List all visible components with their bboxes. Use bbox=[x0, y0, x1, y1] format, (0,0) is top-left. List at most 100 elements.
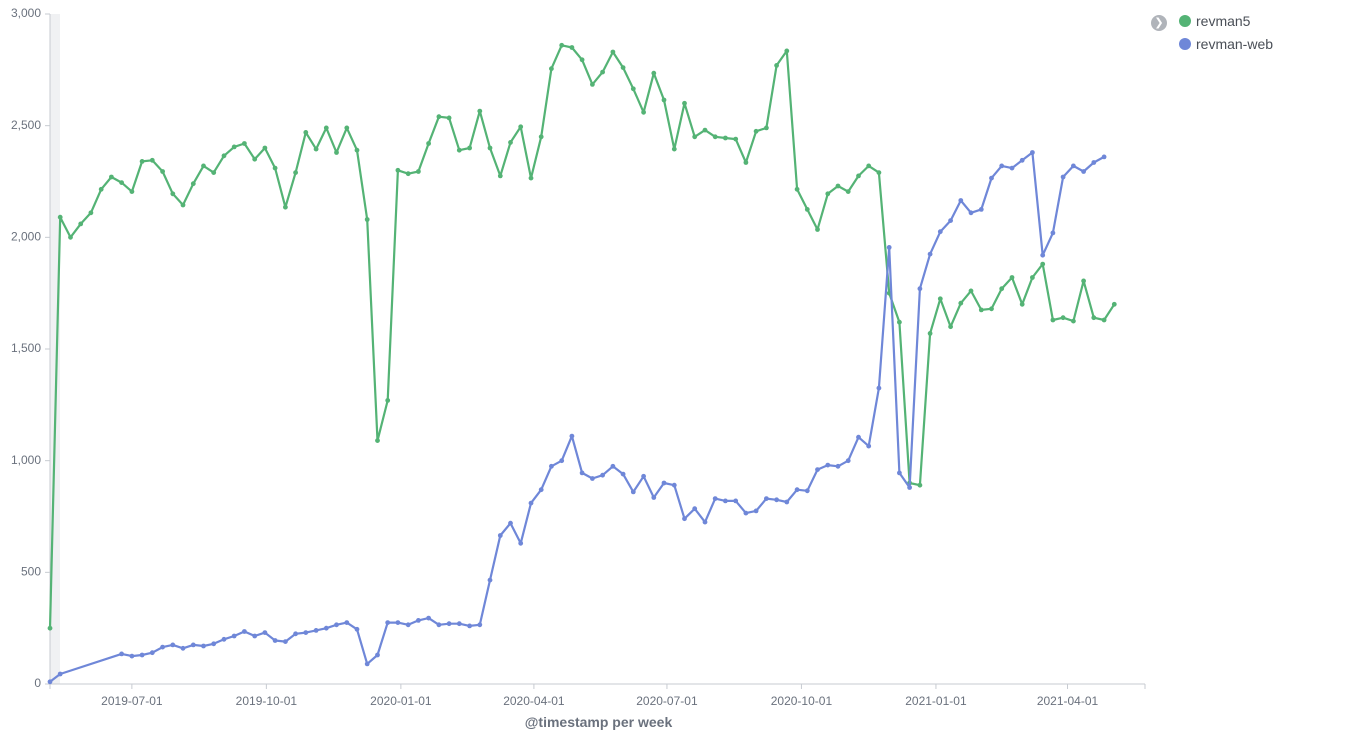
data-point-revman-web bbox=[446, 621, 452, 627]
data-point-revman-web bbox=[405, 622, 411, 628]
data-point-revman5 bbox=[211, 170, 217, 176]
y-tick-label: 0 bbox=[34, 676, 41, 690]
data-point-revman5 bbox=[845, 189, 851, 195]
data-point-revman-web bbox=[876, 385, 882, 391]
data-point-revman5 bbox=[1111, 301, 1117, 307]
legend-item-revman-web[interactable]: revman-web bbox=[1179, 35, 1273, 55]
data-point-revman5 bbox=[57, 214, 63, 220]
data-point-revman5 bbox=[68, 234, 73, 240]
data-point-revman5 bbox=[109, 174, 114, 180]
data-point-revman5 bbox=[692, 134, 698, 140]
data-point-revman5 bbox=[989, 306, 994, 312]
legend-dot-revman5 bbox=[1179, 14, 1191, 27]
data-point-revman-web bbox=[170, 642, 176, 648]
data-point-revman5 bbox=[876, 170, 882, 176]
data-point-revman5 bbox=[1040, 261, 1046, 267]
data-point-revman-web bbox=[242, 629, 247, 634]
data-point-revman-web bbox=[293, 631, 298, 637]
data-point-revman5 bbox=[794, 186, 800, 192]
x-tick-label: 2020-07-01 bbox=[636, 694, 698, 708]
y-tick-label: 500 bbox=[21, 565, 41, 579]
legend-label: revman5 bbox=[1196, 12, 1251, 29]
data-point-revman5 bbox=[180, 202, 186, 208]
data-point-revman5 bbox=[866, 163, 872, 169]
data-point-revman5 bbox=[569, 45, 575, 50]
data-point-revman5 bbox=[149, 157, 155, 163]
data-point-revman5 bbox=[723, 135, 728, 141]
data-point-revman-web bbox=[1091, 160, 1097, 165]
data-point-revman5 bbox=[405, 171, 411, 177]
data-point-revman5 bbox=[733, 136, 739, 142]
data-point-revman-web bbox=[651, 495, 657, 500]
data-point-revman-web bbox=[733, 498, 739, 504]
data-point-revman-web bbox=[774, 497, 779, 503]
data-point-revman5 bbox=[426, 141, 431, 146]
y-tick-label: 1,000 bbox=[11, 453, 41, 467]
data-point-revman5 bbox=[590, 82, 595, 87]
data-point-revman5 bbox=[313, 146, 319, 152]
data-point-revman5 bbox=[743, 160, 749, 165]
data-point-revman5 bbox=[651, 70, 657, 76]
data-point-revman5 bbox=[937, 296, 943, 302]
data-point-revman5 bbox=[221, 153, 227, 159]
data-point-revman-web bbox=[549, 463, 554, 469]
x-axis-title: @timestamp per week bbox=[525, 714, 673, 730]
data-point-revman-web bbox=[794, 487, 800, 493]
data-point-revman-web bbox=[477, 622, 483, 628]
data-point-revman5 bbox=[467, 145, 472, 151]
data-point-revman-web bbox=[958, 198, 964, 203]
data-point-revman5 bbox=[78, 221, 84, 227]
data-point-revman5 bbox=[1091, 315, 1097, 321]
data-point-revman-web bbox=[600, 472, 605, 478]
data-point-revman5 bbox=[661, 97, 667, 103]
data-point-revman5 bbox=[1060, 315, 1066, 321]
data-point-revman-web bbox=[364, 661, 370, 667]
data-point-revman5 bbox=[497, 173, 503, 179]
data-point-revman5 bbox=[559, 42, 565, 48]
data-point-revman-web bbox=[723, 498, 728, 504]
data-point-revman-web bbox=[57, 671, 63, 677]
data-point-revman-web bbox=[1030, 150, 1035, 155]
data-point-revman5 bbox=[600, 69, 605, 75]
data-point-revman5 bbox=[528, 175, 534, 181]
data-point-revman-web bbox=[948, 218, 953, 224]
data-point-revman-web bbox=[426, 615, 431, 621]
data-point-revman-web bbox=[149, 650, 155, 656]
data-point-revman5 bbox=[897, 319, 902, 325]
data-point-revman-web bbox=[1009, 165, 1015, 171]
data-point-revman-web bbox=[630, 489, 636, 495]
data-point-revman-web bbox=[886, 245, 892, 250]
data-point-revman-web bbox=[129, 653, 135, 659]
data-point-revman-web bbox=[323, 625, 329, 631]
y-tick-label: 2,500 bbox=[11, 118, 41, 132]
x-tick-label: 2020-04-01 bbox=[503, 694, 565, 708]
data-point-revman-web bbox=[610, 463, 616, 469]
data-point-revman5 bbox=[978, 307, 984, 313]
data-point-revman5 bbox=[334, 150, 339, 155]
data-point-revman-web bbox=[753, 508, 759, 514]
data-point-revman-web bbox=[784, 499, 790, 505]
data-point-revman-web bbox=[590, 476, 595, 481]
data-point-revman-web bbox=[119, 651, 124, 657]
data-point-revman-web bbox=[917, 286, 923, 292]
data-point-revman-web bbox=[559, 458, 565, 464]
data-point-revman5 bbox=[170, 191, 176, 197]
data-point-revman-web bbox=[385, 620, 391, 625]
data-point-revman-web bbox=[334, 622, 339, 628]
data-point-revman-web bbox=[815, 467, 820, 472]
data-point-revman5 bbox=[375, 438, 380, 443]
data-point-revman5 bbox=[958, 300, 964, 306]
data-point-revman-web bbox=[456, 621, 462, 627]
data-point-revman-web bbox=[262, 630, 268, 635]
data-point-revman5 bbox=[487, 145, 493, 151]
data-point-revman-web bbox=[201, 643, 206, 649]
data-point-revman5 bbox=[139, 159, 145, 164]
data-point-revman5 bbox=[231, 144, 237, 150]
data-point-revman5 bbox=[968, 288, 974, 294]
data-point-revman-web bbox=[641, 473, 646, 479]
legend-toggle-icon[interactable]: ❯ bbox=[1151, 15, 1167, 31]
legend-item-revman5[interactable]: revman5 bbox=[1179, 12, 1250, 32]
data-point-revman5 bbox=[283, 204, 288, 210]
data-point-revman-web bbox=[497, 533, 503, 538]
data-point-revman-web bbox=[866, 443, 872, 449]
